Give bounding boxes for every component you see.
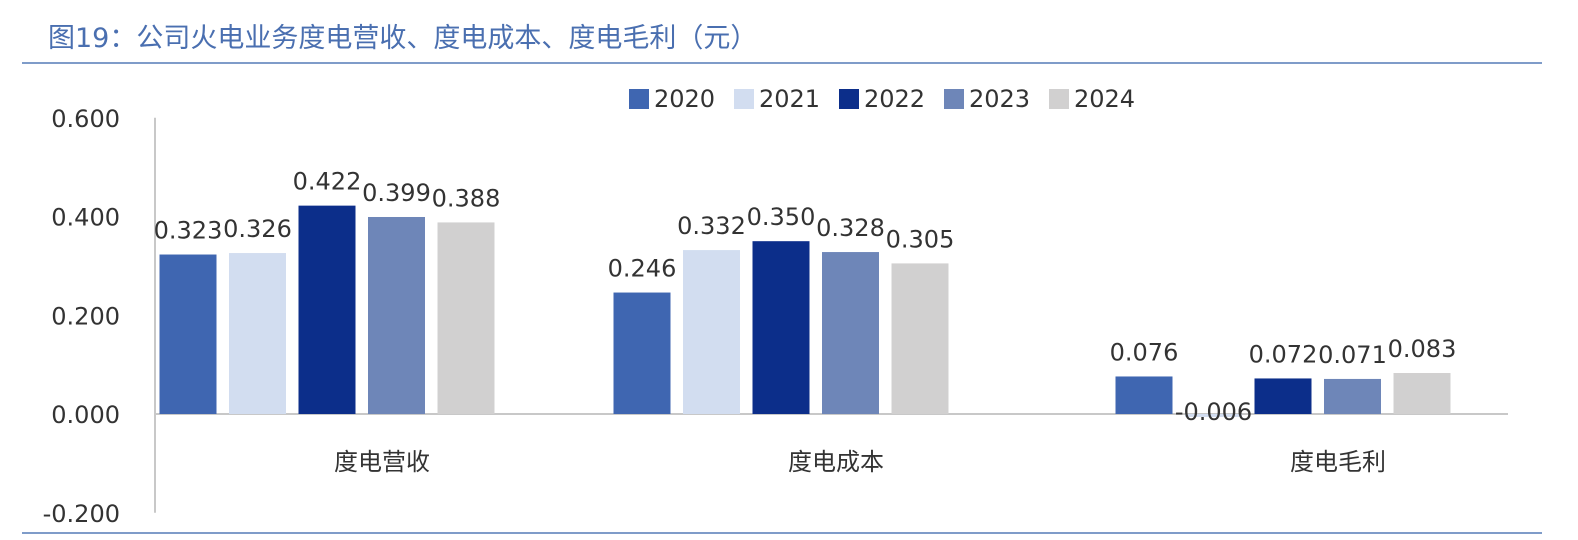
legend-swatch-2024 [1049, 89, 1069, 109]
data-label: -0.006 [1175, 398, 1252, 426]
legend-swatch-2022 [839, 89, 859, 109]
y-tick-label: -0.200 [43, 500, 120, 528]
legend-swatch-2023 [944, 89, 964, 109]
data-label: 0.246 [608, 255, 677, 283]
y-tick-label: 0.000 [51, 401, 120, 429]
y-tick-label: 0.200 [51, 302, 120, 330]
bar-2020 [613, 292, 671, 414]
bar-2023 [822, 252, 879, 414]
y-tick-label: 0.600 [51, 105, 120, 133]
bar-2021 [683, 250, 740, 414]
bar-2024 [1393, 373, 1451, 414]
bar-2020 [159, 254, 217, 414]
y-tick-label: 0.400 [51, 204, 120, 232]
data-label: 0.305 [886, 225, 955, 253]
legend-swatch-2021 [734, 89, 754, 109]
bar-2024 [437, 222, 495, 414]
x-category-label: 度电毛利 [1290, 448, 1386, 476]
legend-label: 2024 [1074, 85, 1135, 113]
bar-2020 [1115, 376, 1173, 414]
bottom-divider [22, 532, 1542, 534]
data-label: 0.326 [223, 215, 292, 243]
legend-label: 2022 [864, 85, 925, 113]
bar-2022 [298, 205, 356, 414]
legend: 2020 2021 2022 2023 2024 [629, 85, 1135, 113]
chart-title: 图19：公司火电业务度电营收、度电成本、度电毛利（元） [48, 23, 758, 54]
bar-2023 [1324, 378, 1381, 414]
bar-2022 [1254, 378, 1312, 414]
legend-swatch-2020 [629, 89, 649, 109]
data-label: 0.072 [1249, 340, 1318, 368]
data-label: 0.083 [1388, 335, 1457, 363]
data-label: 0.328 [816, 214, 885, 242]
bar-2024 [891, 263, 949, 414]
data-label: 0.071 [1318, 341, 1387, 369]
data-label: 0.076 [1110, 338, 1179, 366]
bar-2022 [752, 241, 810, 414]
bar-2023 [368, 216, 425, 414]
x-category-label: 度电成本 [788, 448, 884, 476]
legend-label: 2023 [969, 85, 1030, 113]
data-label: 0.388 [432, 184, 501, 212]
data-label: 0.350 [747, 203, 816, 231]
legend-label: 2021 [759, 85, 820, 113]
data-label: 0.399 [362, 179, 431, 207]
data-label: 0.332 [677, 212, 746, 240]
bar-2021 [1185, 414, 1242, 417]
data-label: 0.323 [154, 217, 223, 245]
bar-2021 [229, 253, 286, 414]
legend-label: 2020 [654, 85, 715, 113]
data-label: 0.422 [293, 168, 362, 196]
title-divider [22, 62, 1542, 64]
x-category-label: 度电营收 [334, 448, 430, 476]
